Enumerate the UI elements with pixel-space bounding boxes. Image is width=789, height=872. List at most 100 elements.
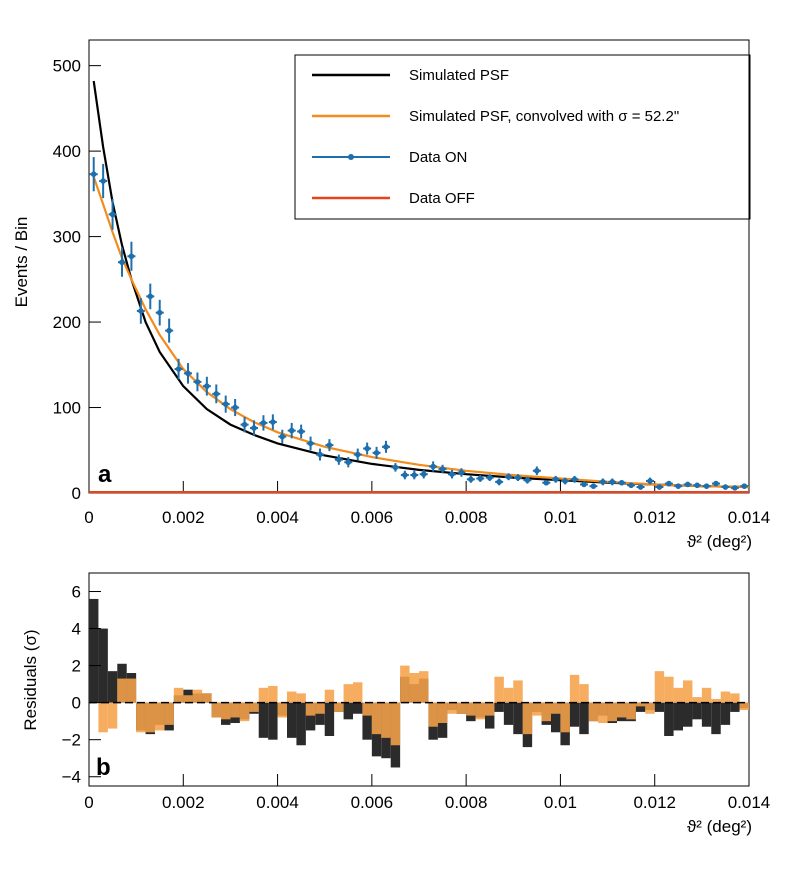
data-on-point — [194, 379, 201, 385]
residual-bar-orange — [136, 702, 146, 733]
panel-a-x-tick-label: 0.004 — [256, 508, 299, 527]
panel-b-y-tick-label: 6 — [72, 583, 81, 602]
residual-bar-orange — [645, 702, 655, 714]
residual-bar-orange — [730, 693, 740, 703]
residual-bar-orange — [117, 678, 127, 703]
data-on-point — [666, 480, 672, 487]
residual-bar-dark — [268, 702, 278, 740]
panel-b-x-tick-label: 0.006 — [351, 793, 394, 812]
legend-label-data-off: Data OFF — [409, 190, 475, 207]
data-on-point — [109, 211, 116, 218]
panel-b-x-tick-label: 0.008 — [445, 793, 488, 812]
residual-bar-orange — [711, 698, 721, 703]
data-on-point — [543, 479, 550, 486]
panel-a-ylabel: Events / Bin — [12, 217, 31, 308]
residual-bar-orange — [409, 673, 419, 703]
residual-bar-orange — [155, 702, 165, 731]
legend-label-simulated-psf: Simulated PSF — [409, 67, 509, 84]
residual-bar-orange — [456, 702, 467, 714]
residual-bar-orange — [202, 693, 212, 703]
residual-bar-dark — [701, 702, 712, 727]
data-on-point — [213, 391, 220, 397]
residual-bar-orange — [126, 678, 137, 703]
residual-bar-orange — [503, 687, 514, 703]
data-on-point — [128, 253, 135, 260]
panel-a: 0 100 200 300 400 500 0 0.002 0.004 0.006 0.008 0.… — [12, 39, 771, 551]
data-on-point — [232, 404, 238, 411]
data-on-point — [675, 483, 682, 489]
residual-bar-orange — [192, 689, 203, 703]
panel-a-label: a — [98, 461, 112, 488]
residual-bar-orange — [221, 702, 231, 720]
data-on-point — [185, 370, 191, 377]
data-on-point — [439, 466, 446, 472]
data-on-point — [722, 484, 729, 490]
panel-b-x-tick-label: 0.012 — [633, 793, 676, 812]
residual-bar-orange — [173, 687, 184, 703]
panel-b-y-tick-label: 0 — [72, 694, 81, 713]
data-on-point — [618, 479, 625, 486]
data-on-point — [166, 327, 172, 334]
residual-bar-orange — [390, 702, 401, 746]
residual-bar-orange — [475, 702, 485, 720]
residual-bar-orange — [334, 702, 344, 712]
legend-marker-data-on — [348, 154, 354, 160]
panel-b-ylabel: Residuals (σ) — [21, 629, 40, 730]
data-on-point — [647, 478, 653, 484]
residual-bar-orange — [701, 687, 712, 703]
panel-a-x-tick-label: 0 — [84, 508, 93, 527]
data-on-point — [100, 178, 106, 184]
residual-bar-orange — [579, 684, 589, 703]
data-on-point — [684, 481, 691, 488]
data-on-point — [222, 401, 229, 407]
residual-bar-dark — [654, 702, 665, 712]
data-on-point — [571, 476, 578, 483]
residual-bar-orange — [268, 685, 278, 703]
data-on-point — [204, 383, 210, 389]
legend: Simulated PSF Simulated PSF, convolved w… — [294, 54, 751, 220]
residual-bar-dark — [258, 702, 269, 738]
residual-bar-orange — [230, 702, 240, 718]
panel-a-y-tick-label: 400 — [53, 142, 81, 161]
data-on-point — [562, 478, 568, 484]
series-line-1 — [92, 176, 750, 489]
data-on-point — [270, 419, 276, 425]
residual-bar-dark — [107, 671, 118, 703]
panel-b-xlabel: ϑ² (deg²) — [687, 817, 752, 836]
panel-b-label: b — [96, 754, 111, 781]
panel-a-series — [89, 80, 750, 494]
residual-bar-dark — [513, 702, 523, 735]
panel-a-y-tick-label: 300 — [53, 228, 81, 247]
residual-bar-dark — [296, 702, 306, 746]
panel-a-y-tick-label: 0 — [72, 484, 81, 503]
residual-bar-orange — [494, 676, 504, 703]
data-on-point — [251, 425, 257, 431]
panel-a-x-tick-label: 0.014 — [728, 508, 771, 527]
data-on-point — [600, 479, 606, 485]
residual-bar-dark — [673, 702, 683, 731]
data-on-point — [713, 480, 719, 487]
residual-bar-orange — [183, 695, 193, 703]
panel-b-y-tick-label: 2 — [72, 657, 81, 676]
data-on-point — [468, 476, 474, 483]
residual-bar-orange — [541, 702, 551, 722]
residual-bar-orange — [371, 702, 382, 735]
data-on-point — [402, 472, 408, 478]
data-on-point — [336, 456, 342, 463]
series-line-0 — [92, 80, 750, 489]
panel-a-x-tick-label: 0.006 — [351, 508, 394, 527]
residual-bar-dark — [730, 702, 740, 712]
residual-bar-orange — [98, 702, 108, 733]
residual-bar-orange — [560, 702, 570, 733]
panel-b-x-tick-label: 0.002 — [162, 793, 205, 812]
data-on-point — [458, 469, 465, 476]
residual-bar-orange — [466, 702, 476, 716]
residual-bar-dark — [494, 702, 504, 712]
panel-b-bars — [89, 598, 749, 768]
residual-bar-orange — [305, 702, 316, 716]
panel-b-y-tick-label: −2 — [62, 731, 81, 750]
residual-bar-orange — [381, 702, 391, 738]
panel-a-y-tick-label: 200 — [53, 313, 81, 332]
